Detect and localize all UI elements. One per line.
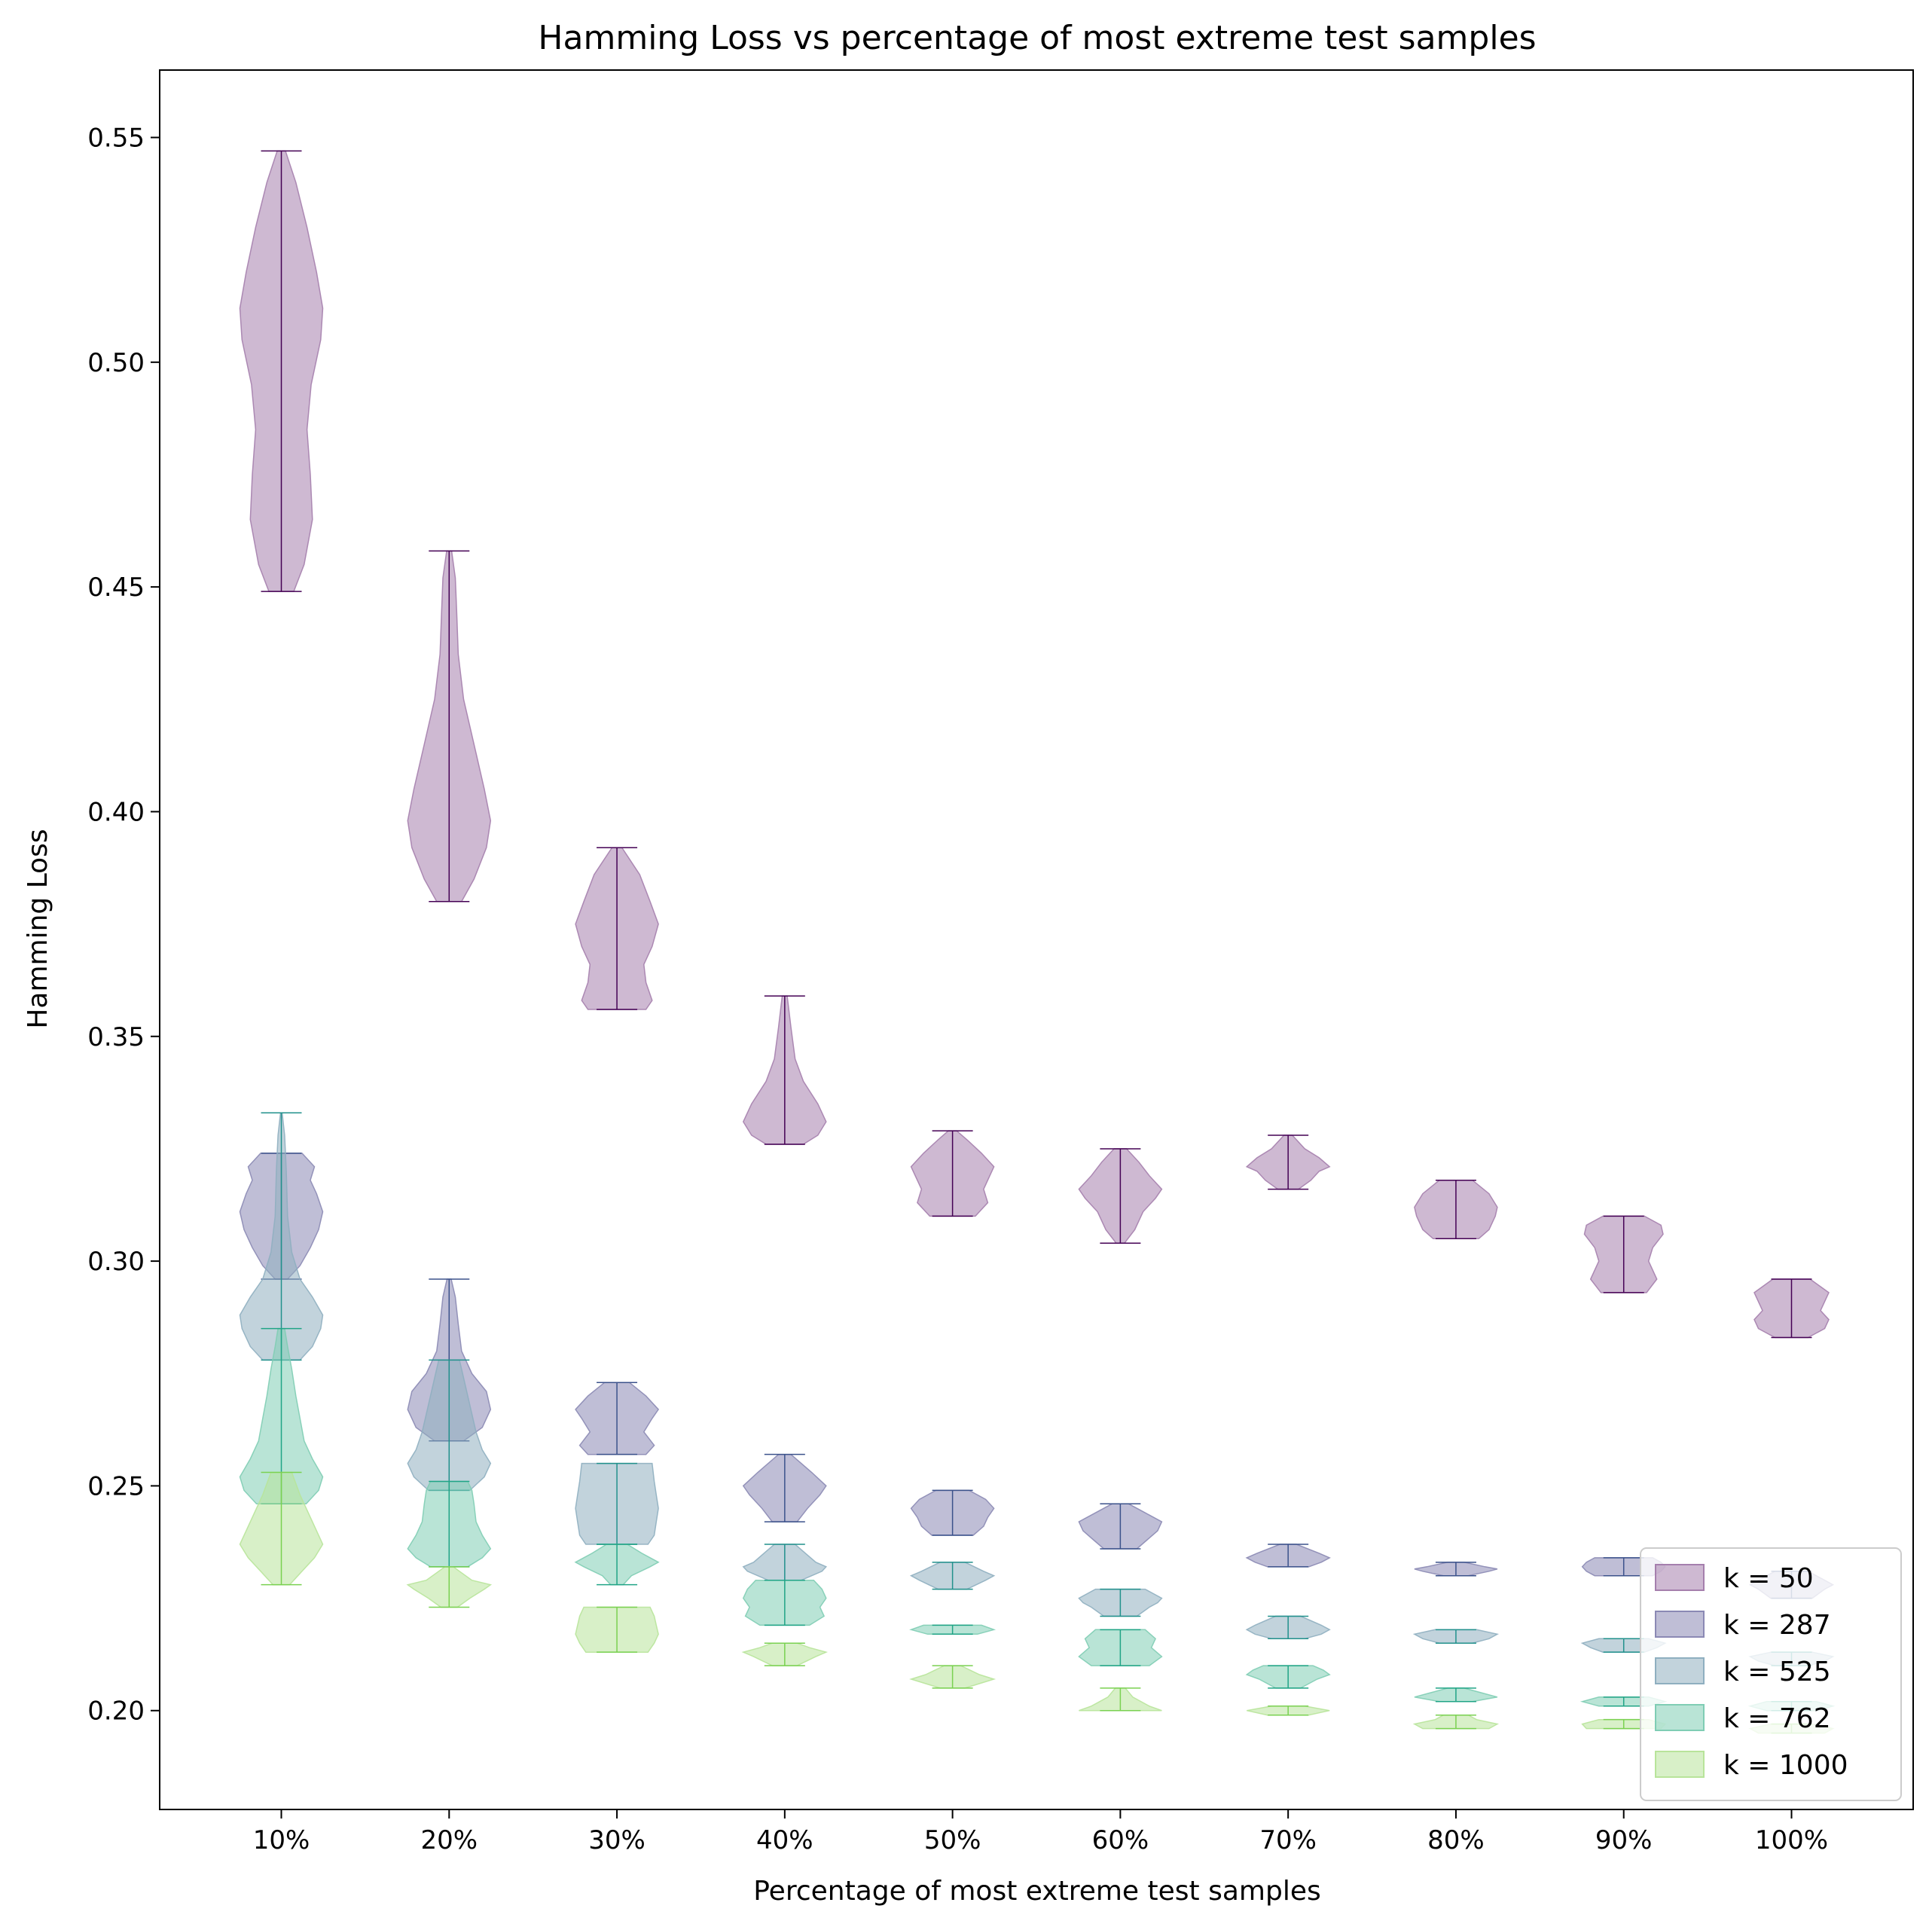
series-k287 [239, 1153, 1835, 1599]
x-tick-label: 70% [1259, 1825, 1317, 1855]
x-tick-label: 10% [253, 1825, 310, 1855]
y-tick-label: 0.40 [87, 797, 145, 827]
y-tick-label: 0.25 [87, 1471, 145, 1501]
legend-label: k = 1000 [1723, 1750, 1848, 1781]
series-k50 [239, 150, 1830, 1339]
x-tick-label: 90% [1595, 1825, 1653, 1855]
series-k525 [239, 1112, 1835, 1666]
legend-label: k = 50 [1723, 1563, 1814, 1594]
y-tick-label: 0.50 [87, 348, 145, 378]
y-axis-title: Hamming Loss [23, 829, 53, 1028]
x-tick-label: 30% [588, 1825, 646, 1855]
legend-label: k = 525 [1723, 1657, 1831, 1687]
x-tick-label: 80% [1427, 1825, 1485, 1855]
y-tick-label: 0.30 [87, 1247, 145, 1277]
legend-swatch [1655, 1657, 1705, 1684]
plot-frame [159, 69, 1914, 1810]
legend-box [1640, 1547, 1902, 1801]
legend-label: k = 762 [1723, 1703, 1831, 1734]
x-axis-title: Percentage of most extreme test samples [753, 1876, 1321, 1907]
legend-label: k = 287 [1723, 1610, 1831, 1641]
x-tick-label: 20% [420, 1825, 478, 1855]
chart-title: Hamming Loss vs percentage of most extre… [538, 19, 1536, 57]
legend-swatch [1655, 1751, 1705, 1778]
plot-area: 0.20 0.25 0.30 0.35 0.40 0.45 0.50 0.55 10% 20% 30… [87, 69, 1914, 1855]
x-tick-label: 50% [924, 1825, 981, 1855]
x-tick-label: 100% [1755, 1825, 1828, 1855]
legend-swatch [1655, 1564, 1705, 1591]
y-tick-label: 0.20 [87, 1696, 145, 1727]
series-k762 [239, 1327, 1836, 1712]
y-tick-label: 0.45 [87, 573, 145, 603]
legend-swatch [1655, 1611, 1705, 1638]
x-tick-label: 40% [756, 1825, 813, 1855]
legend-swatch [1655, 1704, 1705, 1731]
y-tick-label: 0.35 [87, 1022, 145, 1052]
y-tick-label: 0.55 [87, 123, 145, 153]
x-tick-label: 60% [1092, 1825, 1149, 1855]
legend: k = 50 k = 287 k = 525 k = 762 k = 1000 [1640, 1547, 1902, 1801]
